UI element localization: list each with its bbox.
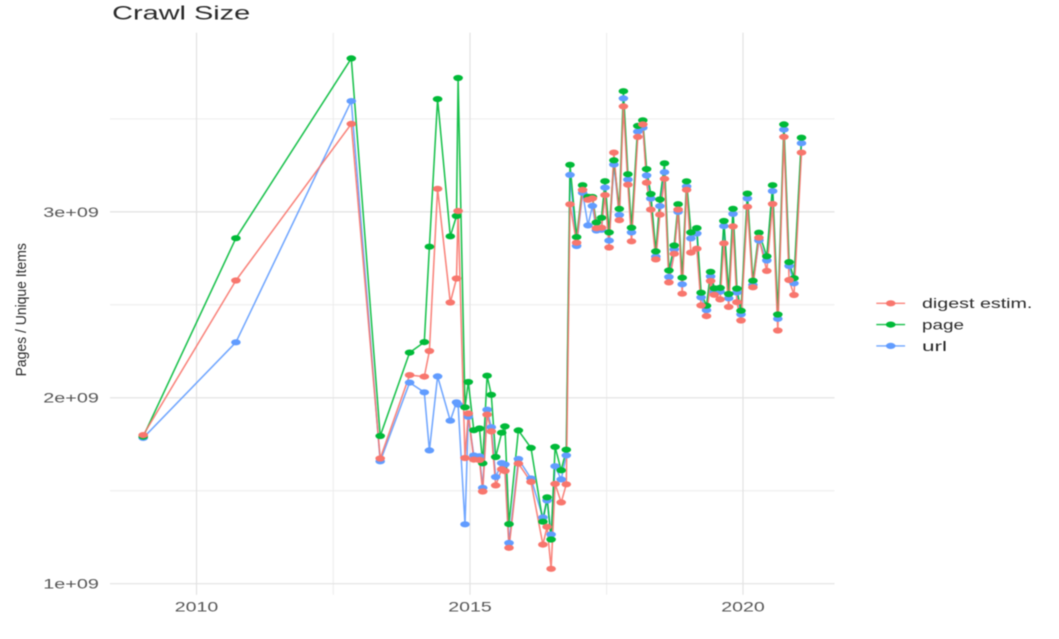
svg-text:digest estim.: digest estim. (922, 295, 1032, 311)
svg-text:2010: 2010 (175, 600, 219, 615)
svg-text:2015: 2015 (448, 600, 492, 615)
svg-text:Pages / Unique Items: Pages / Unique Items (14, 243, 30, 376)
svg-text:page: page (922, 317, 964, 333)
svg-text:Crawl Size: Crawl Size (112, 4, 250, 25)
svg-text:2020: 2020 (721, 600, 765, 615)
svg-text:2e+09: 2e+09 (43, 391, 99, 406)
svg-text:1e+09: 1e+09 (43, 577, 99, 592)
svg-text:url: url (922, 338, 947, 354)
svg-text:3e+09: 3e+09 (43, 205, 99, 220)
